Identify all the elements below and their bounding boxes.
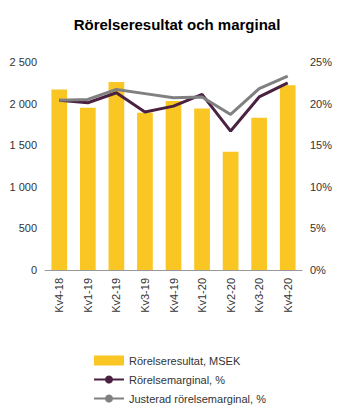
svg-text:Kv3-19: Kv3-19 [139, 278, 151, 313]
svg-text:Kv2-20: Kv2-20 [225, 278, 237, 313]
svg-text:2 000: 2 000 [9, 98, 37, 110]
svg-text:2 500: 2 500 [9, 56, 37, 68]
svg-text:1 500: 1 500 [9, 139, 37, 151]
svg-text:15%: 15% [310, 139, 332, 151]
svg-text:Kv4-18: Kv4-18 [53, 278, 65, 313]
svg-text:20%: 20% [310, 98, 332, 110]
svg-text:5%: 5% [310, 222, 326, 234]
svg-text:Justerad rörelsemarginal, %: Justerad rörelsemarginal, % [129, 393, 266, 405]
svg-text:Kv1-19: Kv1-19 [82, 278, 94, 313]
svg-text:Rörelseresultat och marginal: Rörelseresultat och marginal [74, 16, 281, 33]
svg-text:1 000: 1 000 [9, 181, 37, 193]
svg-text:0: 0 [31, 264, 37, 276]
svg-text:25%: 25% [310, 56, 332, 68]
svg-text:Rörelsemarginal, %: Rörelsemarginal, % [129, 374, 225, 386]
svg-text:Kv4-19: Kv4-19 [168, 278, 180, 313]
svg-text:Kv2-19: Kv2-19 [110, 278, 122, 313]
svg-text:Kv1-20: Kv1-20 [196, 278, 208, 313]
svg-text:10%: 10% [310, 181, 332, 193]
svg-text:Kv3-20: Kv3-20 [253, 278, 265, 313]
svg-text:Rörelseresultat, MSEK: Rörelseresultat, MSEK [129, 355, 241, 367]
svg-text:0%: 0% [310, 264, 326, 276]
svg-text:Kv4-20: Kv4-20 [282, 278, 294, 313]
svg-text:500: 500 [19, 222, 37, 234]
